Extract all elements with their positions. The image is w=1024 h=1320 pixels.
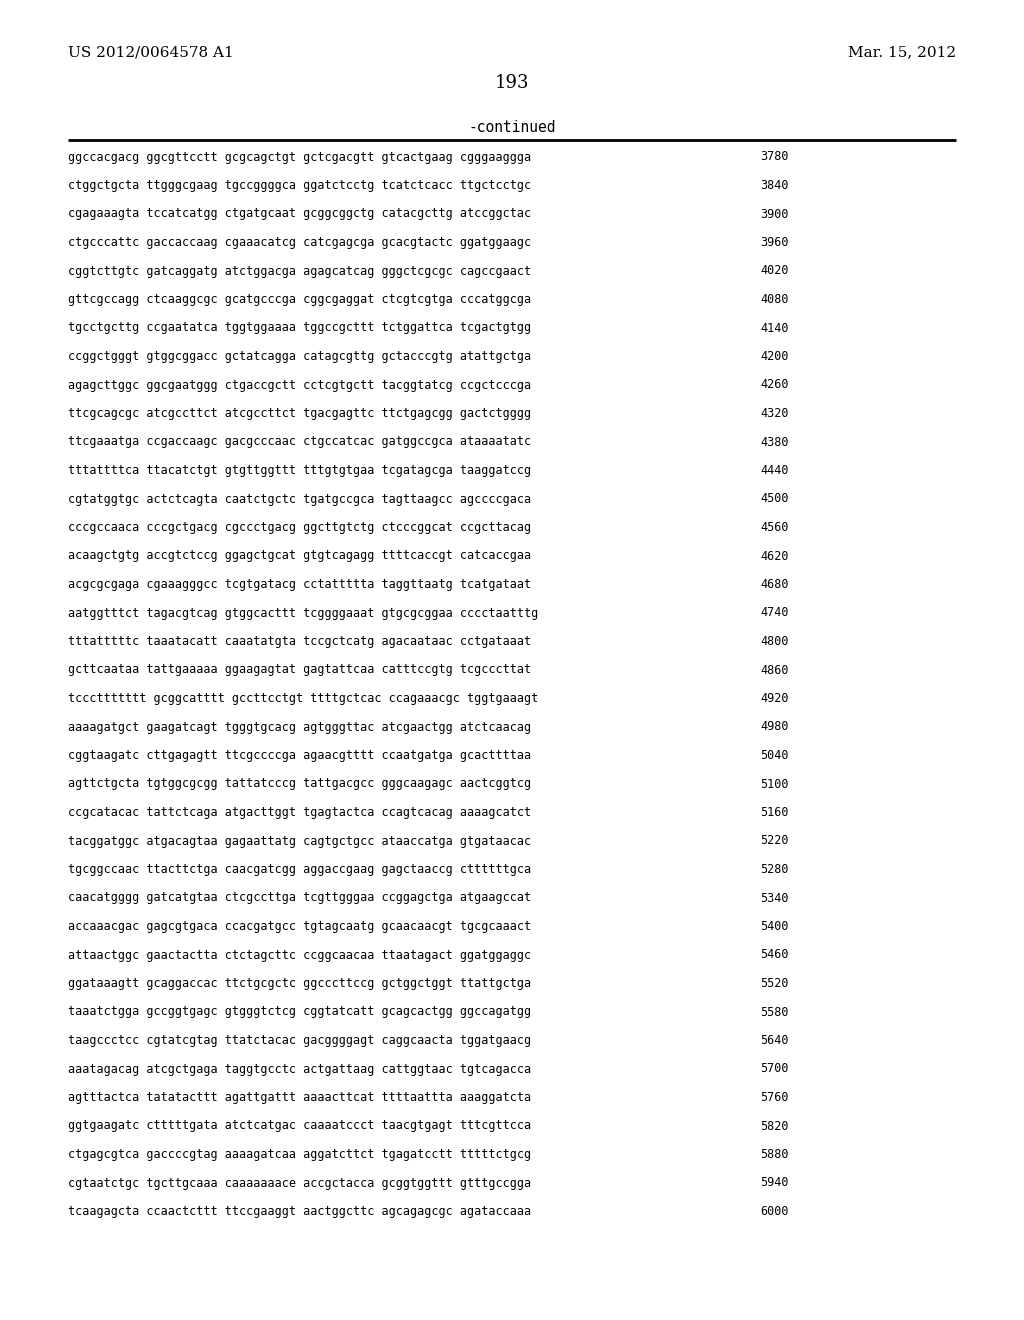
Text: 4620: 4620: [760, 549, 788, 562]
Text: agtttactca tatatacttt agattgattt aaaacttcat ttttaattta aaaggatcta: agtttactca tatatacttt agattgattt aaaactt…: [68, 1092, 531, 1104]
Text: ctggctgcta ttgggcgaag tgccggggca ggatctcctg tcatctcacc ttgctcctgc: ctggctgcta ttgggcgaag tgccggggca ggatctc…: [68, 180, 531, 191]
Text: taaatctgga gccggtgagc gtgggtctcg cggtatcatt gcagcactgg ggccagatgg: taaatctgga gccggtgagc gtgggtctcg cggtatc…: [68, 1006, 531, 1019]
Text: ccggctgggt gtggcggacc gctatcagga catagcgttg gctacccgtg atattgctga: ccggctgggt gtggcggacc gctatcagga catagcg…: [68, 350, 531, 363]
Text: 193: 193: [495, 74, 529, 92]
Text: 5940: 5940: [760, 1176, 788, 1189]
Text: tgcctgcttg ccgaatatca tggtggaaaa tggccgcttt tctggattca tcgactgtgg: tgcctgcttg ccgaatatca tggtggaaaa tggccgc…: [68, 322, 531, 334]
Text: 4500: 4500: [760, 492, 788, 506]
Text: 4140: 4140: [760, 322, 788, 334]
Text: tttatttttc taaatacatt caaatatgta tccgctcatg agacaataac cctgataaat: tttatttttc taaatacatt caaatatgta tccgctc…: [68, 635, 531, 648]
Text: 4560: 4560: [760, 521, 788, 535]
Text: 3780: 3780: [760, 150, 788, 164]
Text: 5760: 5760: [760, 1092, 788, 1104]
Text: 4920: 4920: [760, 692, 788, 705]
Text: 4380: 4380: [760, 436, 788, 449]
Text: ctgcccattc gaccaccaag cgaaacatcg catcgagcga gcacgtactc ggatggaagc: ctgcccattc gaccaccaag cgaaacatcg catcgag…: [68, 236, 531, 249]
Text: tttattttca ttacatctgt gtgttggttt tttgtgtgaa tcgatagcga taaggatccg: tttattttca ttacatctgt gtgttggttt tttgtgt…: [68, 465, 531, 477]
Text: 6000: 6000: [760, 1205, 788, 1218]
Text: 4740: 4740: [760, 606, 788, 619]
Text: ctgagcgtca gaccccgtag aaaagatcaa aggatcttct tgagatcctt tttttctgcg: ctgagcgtca gaccccgtag aaaagatcaa aggatct…: [68, 1148, 531, 1162]
Text: US 2012/0064578 A1: US 2012/0064578 A1: [68, 45, 233, 59]
Text: 4200: 4200: [760, 350, 788, 363]
Text: accaaacgac gagcgtgaca ccacgatgcc tgtagcaatg gcaacaacgt tgcgcaaact: accaaacgac gagcgtgaca ccacgatgcc tgtagca…: [68, 920, 531, 933]
Text: ccgcatacac tattctcaga atgacttggt tgagtactca ccagtcacag aaaagcatct: ccgcatacac tattctcaga atgacttggt tgagtac…: [68, 807, 531, 818]
Text: cgagaaagta tccatcatgg ctgatgcaat gcggcggctg catacgcttg atccggctac: cgagaaagta tccatcatgg ctgatgcaat gcggcgg…: [68, 207, 531, 220]
Text: 3900: 3900: [760, 207, 788, 220]
Text: 4260: 4260: [760, 379, 788, 392]
Text: ggtgaagatc ctttttgata atctcatgac caaaatccct taacgtgagt tttcgttcca: ggtgaagatc ctttttgata atctcatgac caaaatc…: [68, 1119, 531, 1133]
Text: -continued: -continued: [468, 120, 556, 136]
Text: 3840: 3840: [760, 180, 788, 191]
Text: 4320: 4320: [760, 407, 788, 420]
Text: 5400: 5400: [760, 920, 788, 933]
Text: cggtcttgtc gatcaggatg atctggacga agagcatcag gggctcgcgc cagccgaact: cggtcttgtc gatcaggatg atctggacga agagcat…: [68, 264, 531, 277]
Text: 4860: 4860: [760, 664, 788, 676]
Text: 5100: 5100: [760, 777, 788, 791]
Text: ttcgcagcgc atcgccttct atcgccttct tgacgagttc ttctgagcgg gactctgggg: ttcgcagcgc atcgccttct atcgccttct tgacgag…: [68, 407, 531, 420]
Text: gcttcaataa tattgaaaaa ggaagagtat gagtattcaa catttccgtg tcgcccttat: gcttcaataa tattgaaaaa ggaagagtat gagtatt…: [68, 664, 531, 676]
Text: 5580: 5580: [760, 1006, 788, 1019]
Text: aaaagatgct gaagatcagt tgggtgcacg agtgggttac atcgaactgg atctcaacag: aaaagatgct gaagatcagt tgggtgcacg agtgggt…: [68, 721, 531, 734]
Text: tgcggccaac ttacttctga caacgatcgg aggaccgaag gagctaaccg cttttttgca: tgcggccaac ttacttctga caacgatcgg aggaccg…: [68, 863, 531, 876]
Text: 5820: 5820: [760, 1119, 788, 1133]
Text: aatggtttct tagacgtcag gtggcacttt tcggggaaat gtgcgcggaa cccctaatttg: aatggtttct tagacgtcag gtggcacttt tcgggga…: [68, 606, 539, 619]
Text: cgtatggtgc actctcagta caatctgctc tgatgccgca tagttaagcc agccccgaca: cgtatggtgc actctcagta caatctgctc tgatgcc…: [68, 492, 531, 506]
Text: 4440: 4440: [760, 465, 788, 477]
Text: tcccttttttt gcggcatttt gccttcctgt ttttgctcac ccagaaacgc tggtgaaagt: tcccttttttt gcggcatttt gccttcctgt ttttgc…: [68, 692, 539, 705]
Text: ggccacgacg ggcgttcctt gcgcagctgt gctcgacgtt gtcactgaag cgggaaggga: ggccacgacg ggcgttcctt gcgcagctgt gctcgac…: [68, 150, 531, 164]
Text: 5340: 5340: [760, 891, 788, 904]
Text: 5040: 5040: [760, 748, 788, 762]
Text: 5220: 5220: [760, 834, 788, 847]
Text: tcaagagcta ccaactcttt ttccgaaggt aactggcttc agcagagcgc agataccaaa: tcaagagcta ccaactcttt ttccgaaggt aactggc…: [68, 1205, 531, 1218]
Text: agagcttggc ggcgaatggg ctgaccgctt cctcgtgctt tacggtatcg ccgctcccga: agagcttggc ggcgaatggg ctgaccgctt cctcgtg…: [68, 379, 531, 392]
Text: gttcgccagg ctcaaggcgc gcatgcccga cggcgaggat ctcgtcgtga cccatggcga: gttcgccagg ctcaaggcgc gcatgcccga cggcgag…: [68, 293, 531, 306]
Text: 5160: 5160: [760, 807, 788, 818]
Text: 5640: 5640: [760, 1034, 788, 1047]
Text: 5460: 5460: [760, 949, 788, 961]
Text: taagccctcc cgtatcgtag ttatctacac gacggggagt caggcaacta tggatgaacg: taagccctcc cgtatcgtag ttatctacac gacgggg…: [68, 1034, 531, 1047]
Text: 5880: 5880: [760, 1148, 788, 1162]
Text: 4080: 4080: [760, 293, 788, 306]
Text: acaagctgtg accgtctccg ggagctgcat gtgtcagagg ttttcaccgt catcaccgaa: acaagctgtg accgtctccg ggagctgcat gtgtcag…: [68, 549, 531, 562]
Text: aaatagacag atcgctgaga taggtgcctc actgattaag cattggtaac tgtcagacca: aaatagacag atcgctgaga taggtgcctc actgatt…: [68, 1063, 531, 1076]
Text: acgcgcgaga cgaaagggcc tcgtgatacg cctattttta taggttaatg tcatgataat: acgcgcgaga cgaaagggcc tcgtgatacg cctattt…: [68, 578, 531, 591]
Text: Mar. 15, 2012: Mar. 15, 2012: [848, 45, 956, 59]
Text: agttctgcta tgtggcgcgg tattatcccg tattgacgcc gggcaagagc aactcggtcg: agttctgcta tgtggcgcgg tattatcccg tattgac…: [68, 777, 531, 791]
Text: cgtaatctgc tgcttgcaaa caaaaaaace accgctacca gcggtggttt gtttgccgga: cgtaatctgc tgcttgcaaa caaaaaaace accgcta…: [68, 1176, 531, 1189]
Text: cccgccaaca cccgctgacg cgccctgacg ggcttgtctg ctcccggcat ccgcttacag: cccgccaaca cccgctgacg cgccctgacg ggcttgt…: [68, 521, 531, 535]
Text: tacggatggc atgacagtaa gagaattatg cagtgctgcc ataaccatga gtgataacac: tacggatggc atgacagtaa gagaattatg cagtgct…: [68, 834, 531, 847]
Text: 3960: 3960: [760, 236, 788, 249]
Text: attaactggc gaactactta ctctagcttc ccggcaacaa ttaatagact ggatggaggc: attaactggc gaactactta ctctagcttc ccggcaa…: [68, 949, 531, 961]
Text: ggataaagtt gcaggaccac ttctgcgctc ggcccttccg gctggctggt ttattgctga: ggataaagtt gcaggaccac ttctgcgctc ggccctt…: [68, 977, 531, 990]
Text: 5280: 5280: [760, 863, 788, 876]
Text: 4680: 4680: [760, 578, 788, 591]
Text: cggtaagatc cttgagagtt ttcgccccga agaacgtttt ccaatgatga gcacttttaa: cggtaagatc cttgagagtt ttcgccccga agaacgt…: [68, 748, 531, 762]
Text: 5520: 5520: [760, 977, 788, 990]
Text: 5700: 5700: [760, 1063, 788, 1076]
Text: 4020: 4020: [760, 264, 788, 277]
Text: caacatgggg gatcatgtaa ctcgccttga tcgttgggaa ccggagctga atgaagccat: caacatgggg gatcatgtaa ctcgccttga tcgttgg…: [68, 891, 531, 904]
Text: ttcgaaatga ccgaccaagc gacgcccaac ctgccatcac gatggccgca ataaaatatc: ttcgaaatga ccgaccaagc gacgcccaac ctgccat…: [68, 436, 531, 449]
Text: 4800: 4800: [760, 635, 788, 648]
Text: 4980: 4980: [760, 721, 788, 734]
